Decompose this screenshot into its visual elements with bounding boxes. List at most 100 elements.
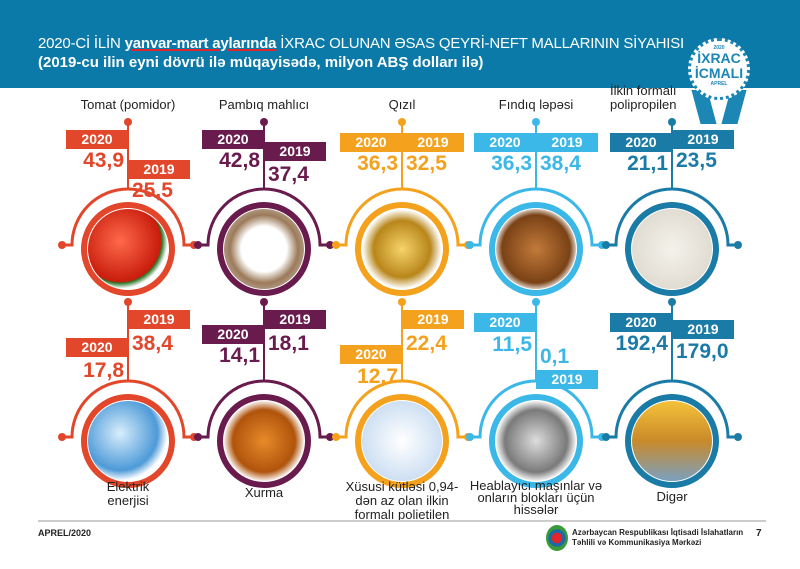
item-label: Fındıq ləpəsi bbox=[498, 97, 574, 112]
tomato-icon bbox=[88, 209, 168, 289]
value-2020: 17,8 bbox=[83, 359, 124, 382]
value-2019: 22,4 bbox=[406, 332, 447, 355]
value-2019: 25,5 bbox=[132, 179, 173, 202]
item-label: Xurma bbox=[244, 485, 284, 500]
image-ring bbox=[81, 394, 175, 488]
year-tag-2019: 2019 bbox=[672, 130, 734, 149]
arc-dot-left bbox=[466, 241, 474, 249]
image-ring bbox=[217, 202, 311, 296]
badge-line2: İCMALI bbox=[694, 65, 744, 81]
page-number: 7 bbox=[756, 528, 762, 539]
value-2019: 18,1 bbox=[268, 332, 309, 355]
value-2020: 36,3 bbox=[491, 152, 532, 175]
arc-dot-left bbox=[602, 241, 610, 249]
image-ring bbox=[355, 394, 449, 488]
arc-dot-left bbox=[58, 433, 66, 441]
value-2020: 43,9 bbox=[83, 149, 124, 172]
export-summary-badge: 2020 İXRAC İCMALI APREL bbox=[686, 38, 754, 128]
image-ring bbox=[625, 202, 719, 296]
item-label: Elektrik enerjisi bbox=[106, 479, 150, 508]
item-label: Heablayıcı maşınlar və onların blokları … bbox=[469, 478, 603, 517]
stem-dot bbox=[260, 298, 268, 306]
page-subtitle: (2019-cu ilin eyni dövrü ilə müqayisədə,… bbox=[38, 54, 484, 71]
value-2020: 42,8 bbox=[219, 149, 260, 172]
emblem-icon bbox=[546, 525, 568, 551]
image-ring bbox=[355, 202, 449, 296]
item-label: Xüsusi kütləsi 0,94-dən az olan ilkin fo… bbox=[345, 479, 459, 522]
item-label: İlkin formalı polipropilen bbox=[610, 83, 677, 112]
year-tag-2020: 2020 bbox=[66, 130, 128, 149]
title-text: İXRAC OLUNAN ƏSAS QEYRİ-NEFT MALLARININ … bbox=[276, 35, 685, 52]
arc-line bbox=[606, 187, 738, 247]
value-2020: 36,3 bbox=[357, 152, 398, 175]
cotton-icon bbox=[224, 209, 304, 289]
year-tag-2020: 2020 bbox=[340, 345, 402, 364]
footer-date: APREL/2020 bbox=[38, 528, 92, 538]
value-2019: 23,5 bbox=[676, 149, 717, 172]
stem-dot bbox=[124, 298, 132, 306]
footer-organization: Azərbaycan Respublikası İqtisadi İslahat… bbox=[572, 528, 743, 548]
gold-icon bbox=[362, 209, 442, 289]
title-highlight: yanvar-mart aylarında bbox=[124, 35, 277, 52]
polyethylene-icon bbox=[362, 401, 442, 481]
header-banner: 2020-Cİ İLİN yanvar-mart aylarında İXRAC… bbox=[0, 0, 800, 88]
page-title: 2020-Cİ İLİN yanvar-mart aylarında İXRAC… bbox=[38, 35, 684, 52]
item-label: Tomat (pomidor) bbox=[80, 97, 176, 112]
badge-year: 2020 bbox=[713, 45, 725, 51]
badge-seal: 2020 İXRAC İCMALI APREL bbox=[688, 38, 750, 100]
item-label: Digər bbox=[656, 489, 688, 504]
stem-dot bbox=[532, 298, 540, 306]
org-line1: Azərbaycan Respublikası İqtisadi İslahat… bbox=[572, 528, 744, 537]
persimmon-icon bbox=[224, 401, 304, 481]
year-tag-2019: 2019 bbox=[402, 133, 464, 152]
stem-dot bbox=[668, 298, 676, 306]
stem-dot bbox=[532, 118, 540, 126]
arc-line bbox=[198, 187, 330, 247]
year-tag-2020: 2020 bbox=[474, 133, 536, 152]
value-2020: 14,1 bbox=[219, 344, 260, 367]
stem-dot bbox=[124, 118, 132, 126]
value-2019: 0,1 bbox=[540, 345, 570, 368]
polypropylene-icon bbox=[632, 209, 712, 289]
stem-dot bbox=[398, 298, 406, 306]
year-tag-2020: 2020 bbox=[610, 313, 672, 332]
lightbulb-icon bbox=[88, 401, 168, 481]
stem-dot bbox=[668, 118, 676, 126]
arc-dot-left bbox=[332, 241, 340, 249]
arc-line bbox=[336, 187, 468, 247]
year-tag-2019: 2019 bbox=[264, 310, 326, 329]
arc-dot-left bbox=[332, 433, 340, 441]
item-label: Qızıl bbox=[388, 97, 416, 112]
value-2019: 32,5 bbox=[406, 152, 447, 175]
org-line2: Təhlili və Kommunikasiya Mərkəzi bbox=[572, 538, 702, 547]
year-tag-2019: 2019 bbox=[128, 160, 190, 179]
value-2019: 179,0 bbox=[676, 340, 729, 363]
year-tag-2020: 2020 bbox=[474, 313, 536, 332]
image-ring bbox=[217, 394, 311, 488]
arc-line bbox=[606, 379, 738, 439]
year-tag-2019: 2019 bbox=[536, 370, 598, 389]
year-tag-2019: 2019 bbox=[264, 142, 326, 161]
value-2019: 38,4 bbox=[540, 152, 581, 175]
image-ring bbox=[625, 394, 719, 488]
arc-line bbox=[62, 187, 194, 247]
stem-dot bbox=[260, 118, 268, 126]
year-tag-2019: 2019 bbox=[672, 320, 734, 339]
arc-dot-left bbox=[602, 433, 610, 441]
containers-icon bbox=[632, 401, 712, 481]
year-tag-2020: 2020 bbox=[202, 325, 264, 344]
arc-dot-left bbox=[466, 433, 474, 441]
year-tag-2020: 2020 bbox=[340, 133, 402, 152]
machine-part-icon bbox=[496, 401, 576, 481]
arc-line bbox=[198, 379, 330, 439]
value-2019: 37,4 bbox=[268, 163, 309, 186]
hazelnut-icon bbox=[496, 209, 576, 289]
value-2019: 38,4 bbox=[132, 332, 173, 355]
year-tag-2019: 2019 bbox=[128, 310, 190, 329]
image-ring bbox=[81, 202, 175, 296]
year-tag-2020: 2020 bbox=[202, 130, 264, 149]
arc-dot-left bbox=[58, 241, 66, 249]
arc-dot-right bbox=[326, 433, 334, 441]
arc-line bbox=[470, 187, 602, 247]
value-2020: 21,1 bbox=[627, 152, 668, 175]
